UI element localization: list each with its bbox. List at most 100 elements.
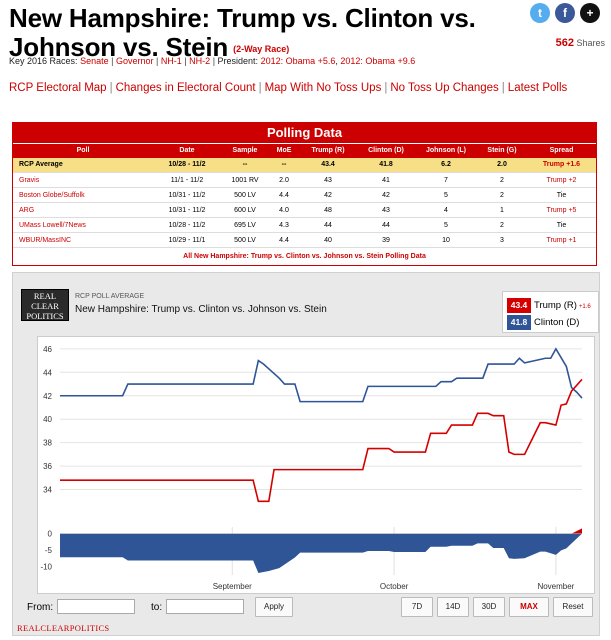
x-tick-label: November <box>537 582 574 591</box>
logo-line: POLITICS <box>26 311 64 321</box>
cell: 44 <box>357 217 415 233</box>
cell: 500 LV <box>221 232 269 248</box>
chart-title: New Hampshire: Trump vs. Clinton vs. Joh… <box>75 304 327 315</box>
cell: 4.0 <box>269 202 299 218</box>
cell: 10 <box>415 232 477 248</box>
poll-link[interactable]: ARG <box>13 202 153 218</box>
range-button-30d[interactable]: 30D <box>473 597 505 617</box>
race-link-nh1[interactable]: NH-1 <box>160 56 182 66</box>
poll-average-chart[interactable]: 34 36 38 40 42 44 46 0 -5 -10 September October Nove… <box>38 337 596 595</box>
poll-name-link[interactable]: Gravis <box>19 176 40 184</box>
cell: 10/31 - 11/2 <box>153 202 221 218</box>
col-moe: MoE <box>269 143 299 158</box>
cell: 4 <box>415 202 477 218</box>
rcp-footer-logo: REALCLEARPOLITICS <box>17 623 110 633</box>
rcp-logo: REAL CLEAR POLITICS <box>21 289 69 321</box>
spread-tick-label: -5 <box>45 546 53 555</box>
nav-link-changes[interactable]: Changes in Electoral Count <box>115 82 256 94</box>
cell: 44 <box>299 217 357 233</box>
chart-legend: 43.4 Trump (R) +1.6 41.8 Clinton (D) <box>502 291 599 333</box>
cell: 1001 RV <box>221 172 269 188</box>
x-tick-label: October <box>380 582 409 591</box>
facebook-icon[interactable]: f <box>555 3 575 23</box>
president-link-1[interactable]: 2012: Obama +5.6 <box>260 56 336 66</box>
rcp-chart-panel: REAL CLEAR POLITICS RCP POLL AVERAGE New… <box>12 272 600 636</box>
cell: Trump +2 <box>527 172 596 188</box>
page-title: New Hampshire: Trump vs. Clinton vs. Joh… <box>9 4 529 64</box>
cell: 41.8 <box>357 157 415 173</box>
polling-header: Polling Data <box>13 123 596 143</box>
president-label: President: <box>217 56 259 66</box>
race-link-senate[interactable]: Senate <box>80 56 109 66</box>
cell: 40 <box>299 232 357 248</box>
president-link-2[interactable]: 2012: Obama +9.6 <box>340 56 416 66</box>
cell: -- <box>269 157 299 173</box>
cell: 6.2 <box>415 157 477 173</box>
poll-link[interactable]: WBUR/MassINC <box>13 232 153 248</box>
all-polling-data-link[interactable]: All New Hampshire: Trump vs. Clinton vs.… <box>183 253 426 260</box>
cell: RCP Average <box>13 157 153 173</box>
y-tick-label: 36 <box>43 462 52 471</box>
cell: 2.0 <box>269 172 299 188</box>
poll-name-link[interactable]: UMass Lowell/7News <box>19 221 86 229</box>
chart-avg-label: RCP POLL AVERAGE <box>75 293 145 300</box>
twitter-icon[interactable]: t <box>530 3 550 23</box>
cell: 3 <box>477 232 527 248</box>
col-date: Date <box>153 143 221 158</box>
y-tick-label: 46 <box>43 345 52 354</box>
cell: 42 <box>357 187 415 203</box>
poll-row: ARG 10/31 - 11/2 600 LV 4.0 48 43 4 1 Tr… <box>13 202 596 218</box>
range-button-max[interactable]: MAX <box>509 597 549 617</box>
share-count-value: 562 <box>555 37 574 49</box>
to-date-input[interactable] <box>166 599 244 614</box>
to-label: to: <box>151 602 163 613</box>
legend-clinton[interactable]: 41.8 Clinton (D) <box>507 315 579 330</box>
key-races: Key 2016 Races: Senate | Governor | NH-1… <box>9 56 416 66</box>
plus-icon[interactable]: + <box>580 3 600 23</box>
cell: 11/1 - 11/2 <box>153 172 221 188</box>
poll-row: Boston Globe/Suffolk 10/31 - 11/2 500 LV… <box>13 187 596 203</box>
cell: 695 LV <box>221 217 269 233</box>
col-clinton: Clinton (D) <box>357 143 415 158</box>
cell: 43 <box>357 202 415 218</box>
apply-button[interactable]: Apply <box>255 597 293 617</box>
cell: 500 LV <box>221 187 269 203</box>
col-spread: Spread <box>527 143 596 158</box>
cell: 43 <box>299 172 357 188</box>
logo-line: REAL <box>33 291 57 301</box>
rcp-average-row: RCP Average 10/28 - 11/2 -- -- 43.4 41.8… <box>13 157 596 173</box>
poll-name-link[interactable]: ARG <box>19 206 35 214</box>
range-button-14d[interactable]: 14D <box>437 597 469 617</box>
cell: 2 <box>477 217 527 233</box>
legend-trump[interactable]: 43.4 Trump (R) +1.6 <box>507 298 591 313</box>
from-date-input[interactable] <box>57 599 135 614</box>
spread-tick-label: 0 <box>48 530 53 539</box>
share-count: 562 Shares <box>556 37 605 49</box>
legend-trump-value: 43.4 <box>507 298 531 313</box>
nav-link-no-toss-up-changes[interactable]: No Toss Up Changes <box>390 82 499 94</box>
legend-clinton-name: Clinton (D) <box>534 317 580 328</box>
cell: 4.4 <box>269 187 299 203</box>
race-link-nh2[interactable]: NH-2 <box>189 56 211 66</box>
poll-link[interactable]: Boston Globe/Suffolk <box>13 187 153 203</box>
nav-link-no-toss-ups[interactable]: Map With No Toss Ups <box>264 82 382 94</box>
from-label: From: <box>27 602 54 613</box>
cell: -- <box>221 157 269 173</box>
poll-link[interactable]: Gravis <box>13 172 153 188</box>
cell: 5 <box>415 217 477 233</box>
range-button-7d[interactable]: 7D <box>401 597 433 617</box>
race-link-governor[interactable]: Governor <box>115 56 154 66</box>
nav-link-latest-polls[interactable]: Latest Polls <box>507 82 568 94</box>
col-trump: Trump (R) <box>299 143 357 158</box>
reset-button[interactable]: Reset <box>553 597 593 617</box>
cell: 4.4 <box>269 232 299 248</box>
poll-name-link[interactable]: WBUR/MassINC <box>19 236 72 244</box>
race-tag[interactable]: (2-Way Race) <box>233 43 290 54</box>
cell: Tie <box>527 187 596 203</box>
poll-link[interactable]: UMass Lowell/7News <box>13 217 153 233</box>
legend-clinton-value: 41.8 <box>507 315 531 330</box>
poll-name-link[interactable]: Boston Globe/Suffolk <box>19 191 85 199</box>
nav-link-electoral-map[interactable]: RCP Electoral Map <box>9 82 107 94</box>
y-tick-label: 38 <box>43 439 52 448</box>
y-tick-label: 40 <box>43 415 52 424</box>
